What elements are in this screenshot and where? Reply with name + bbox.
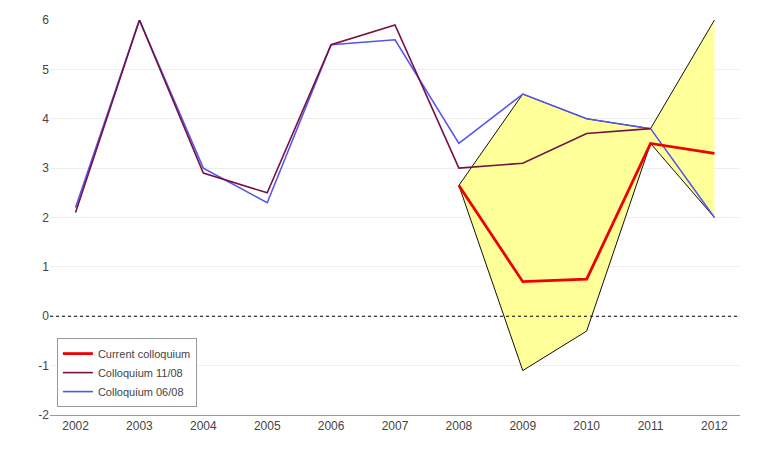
- svg-text:2006: 2006: [318, 419, 345, 433]
- svg-text:3: 3: [42, 161, 49, 175]
- svg-text:2011: 2011: [638, 419, 664, 433]
- svg-text:2009: 2009: [509, 419, 536, 433]
- svg-text:-1: -1: [38, 359, 49, 373]
- svg-text:Current colloquium: Current colloquium: [98, 348, 190, 360]
- svg-text:2003: 2003: [126, 419, 153, 433]
- svg-text:2002: 2002: [62, 419, 89, 433]
- svg-text:2004: 2004: [190, 419, 217, 433]
- svg-text:2008: 2008: [446, 419, 473, 433]
- svg-text:2010: 2010: [573, 419, 600, 433]
- svg-text:6: 6: [42, 13, 49, 27]
- svg-text:2005: 2005: [254, 419, 281, 433]
- svg-text:Colloquium 06/08: Colloquium 06/08: [98, 386, 184, 398]
- svg-text:2012: 2012: [701, 419, 728, 433]
- svg-text:5: 5: [42, 63, 49, 77]
- svg-text:4: 4: [42, 112, 49, 126]
- svg-text:Colloquium 11/08: Colloquium 11/08: [98, 367, 183, 379]
- svg-text:-2: -2: [38, 408, 49, 422]
- svg-text:2: 2: [42, 211, 49, 225]
- svg-text:1: 1: [42, 260, 49, 274]
- svg-text:2007: 2007: [382, 419, 409, 433]
- svg-text:0: 0: [42, 309, 49, 323]
